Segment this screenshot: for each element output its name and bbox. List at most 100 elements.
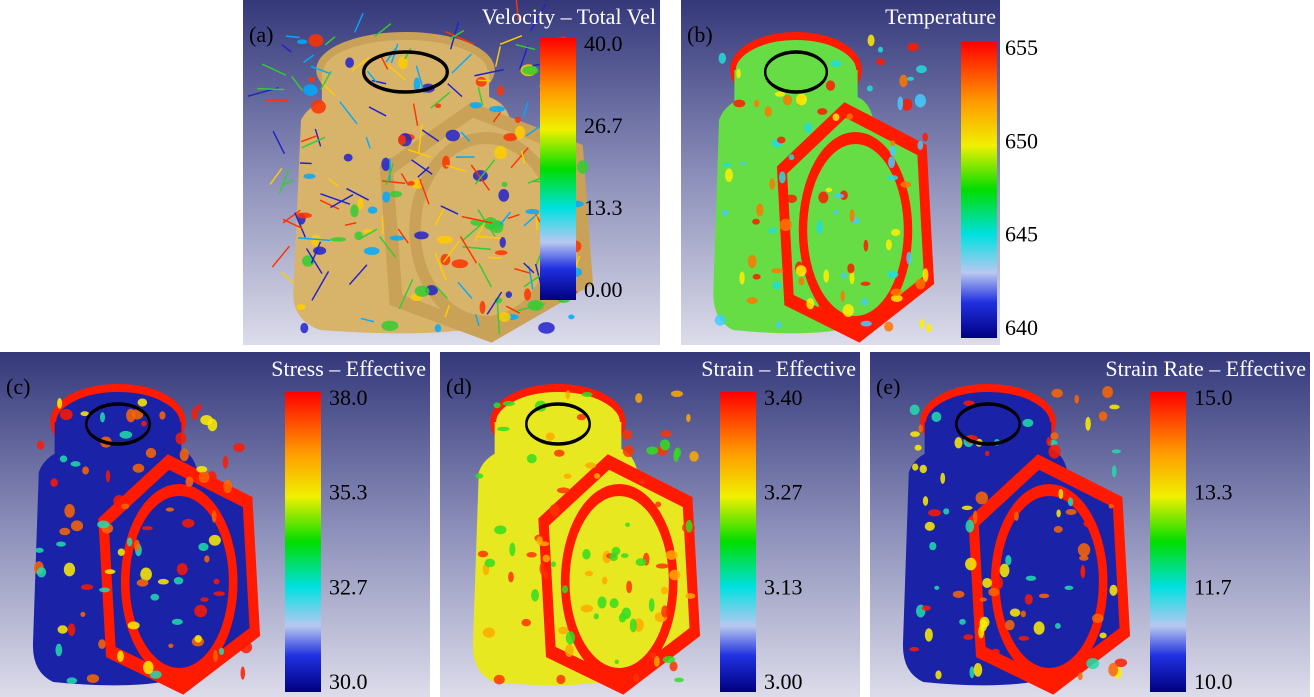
field-spot bbox=[546, 432, 555, 440]
field-spot bbox=[962, 506, 973, 510]
field-spot bbox=[918, 425, 923, 433]
field-spot bbox=[934, 586, 939, 590]
field-spot bbox=[796, 265, 807, 276]
field-spot bbox=[508, 572, 514, 583]
field-spot bbox=[623, 445, 634, 457]
field-spot bbox=[174, 577, 184, 584]
field-spot bbox=[558, 627, 568, 635]
field-spot bbox=[646, 446, 658, 454]
field-spot bbox=[414, 231, 429, 239]
field-spot bbox=[223, 456, 229, 469]
field-spot bbox=[671, 391, 683, 398]
panel-label: (d) bbox=[446, 374, 472, 399]
field-spot bbox=[798, 277, 804, 285]
field-spot bbox=[564, 474, 572, 479]
field-spot bbox=[686, 414, 690, 422]
field-spot bbox=[1066, 509, 1077, 515]
field-spot bbox=[1039, 594, 1049, 599]
field-spot bbox=[630, 618, 637, 632]
field-spot bbox=[864, 240, 869, 252]
panel-title: Strain – Effective bbox=[701, 356, 856, 381]
field-spot bbox=[910, 404, 920, 415]
panel-label: (c) bbox=[6, 374, 30, 399]
field-spot bbox=[141, 421, 147, 427]
field-spot bbox=[1056, 509, 1060, 517]
field-spot bbox=[1080, 567, 1085, 577]
field-spot bbox=[741, 161, 746, 165]
field-spot bbox=[902, 99, 913, 111]
field-spot bbox=[890, 145, 896, 156]
field-spot bbox=[119, 431, 132, 439]
colorbar-tick-label: 32.7 bbox=[329, 574, 368, 599]
field-spot bbox=[37, 567, 46, 577]
field-spot bbox=[920, 465, 927, 474]
field-spot bbox=[843, 304, 854, 317]
field-spot bbox=[538, 322, 555, 334]
field-spot bbox=[494, 146, 507, 160]
field-spot bbox=[886, 239, 892, 250]
field-spot bbox=[1068, 497, 1073, 506]
field-spot bbox=[168, 644, 173, 648]
field-spot bbox=[943, 508, 949, 514]
color-bar bbox=[285, 392, 321, 692]
field-spot bbox=[633, 673, 639, 682]
field-spot bbox=[475, 473, 483, 478]
field-spot bbox=[1092, 614, 1103, 623]
field-spot bbox=[478, 551, 488, 558]
field-spot bbox=[308, 77, 315, 82]
field-spot bbox=[959, 619, 966, 625]
field-spot bbox=[499, 312, 511, 322]
field-spot bbox=[991, 649, 1000, 655]
velocity-arrow bbox=[382, 216, 383, 233]
field-spot bbox=[719, 53, 726, 64]
colorbar-tick-label: 650 bbox=[1005, 128, 1038, 153]
field-spot bbox=[1109, 405, 1119, 410]
field-spot bbox=[566, 631, 575, 644]
field-spot bbox=[381, 158, 390, 171]
field-spot bbox=[747, 297, 758, 304]
panel: 38.035.332.730.0Stress – Effective(c) bbox=[0, 352, 430, 697]
velocity-arrow bbox=[536, 216, 537, 230]
field-spot bbox=[565, 644, 574, 657]
field-spot bbox=[907, 77, 914, 81]
field-spot bbox=[344, 154, 353, 162]
field-spot bbox=[602, 577, 608, 585]
field-spot bbox=[753, 274, 761, 280]
field-spot bbox=[137, 579, 149, 586]
field-spot bbox=[128, 621, 140, 629]
panel-title: Temperature bbox=[885, 4, 996, 29]
field-spot bbox=[526, 552, 536, 557]
field-spot bbox=[661, 587, 668, 595]
field-spot bbox=[233, 443, 245, 452]
field-spot bbox=[398, 135, 406, 145]
field-spot bbox=[974, 663, 983, 677]
field-spot bbox=[982, 578, 992, 588]
colorbar-tick-label: 13.3 bbox=[1194, 480, 1233, 505]
colorbar-tick-label: 645 bbox=[1005, 222, 1038, 247]
field-spot bbox=[497, 427, 510, 431]
field-spot bbox=[1086, 658, 1099, 669]
field-spot bbox=[87, 674, 99, 683]
field-spot bbox=[67, 677, 78, 684]
field-spot bbox=[841, 290, 845, 301]
field-spot bbox=[739, 272, 744, 285]
field-spot bbox=[58, 625, 68, 633]
field-spot bbox=[68, 623, 76, 636]
field-spot bbox=[121, 503, 129, 509]
field-spot bbox=[368, 207, 378, 214]
field-spot bbox=[786, 195, 797, 203]
field-spot bbox=[806, 298, 814, 309]
field-spot bbox=[769, 178, 775, 189]
field-spot bbox=[722, 210, 728, 217]
field-spot bbox=[733, 100, 745, 108]
field-spot bbox=[82, 466, 89, 474]
field-spot bbox=[953, 591, 965, 598]
field-spot bbox=[1021, 611, 1026, 618]
field-spot bbox=[826, 80, 835, 90]
field-spot bbox=[816, 220, 822, 234]
field-spot bbox=[754, 100, 759, 107]
field-spot bbox=[213, 579, 219, 585]
field-spot bbox=[35, 548, 44, 553]
field-spot bbox=[818, 301, 828, 313]
field-spot bbox=[663, 656, 675, 663]
